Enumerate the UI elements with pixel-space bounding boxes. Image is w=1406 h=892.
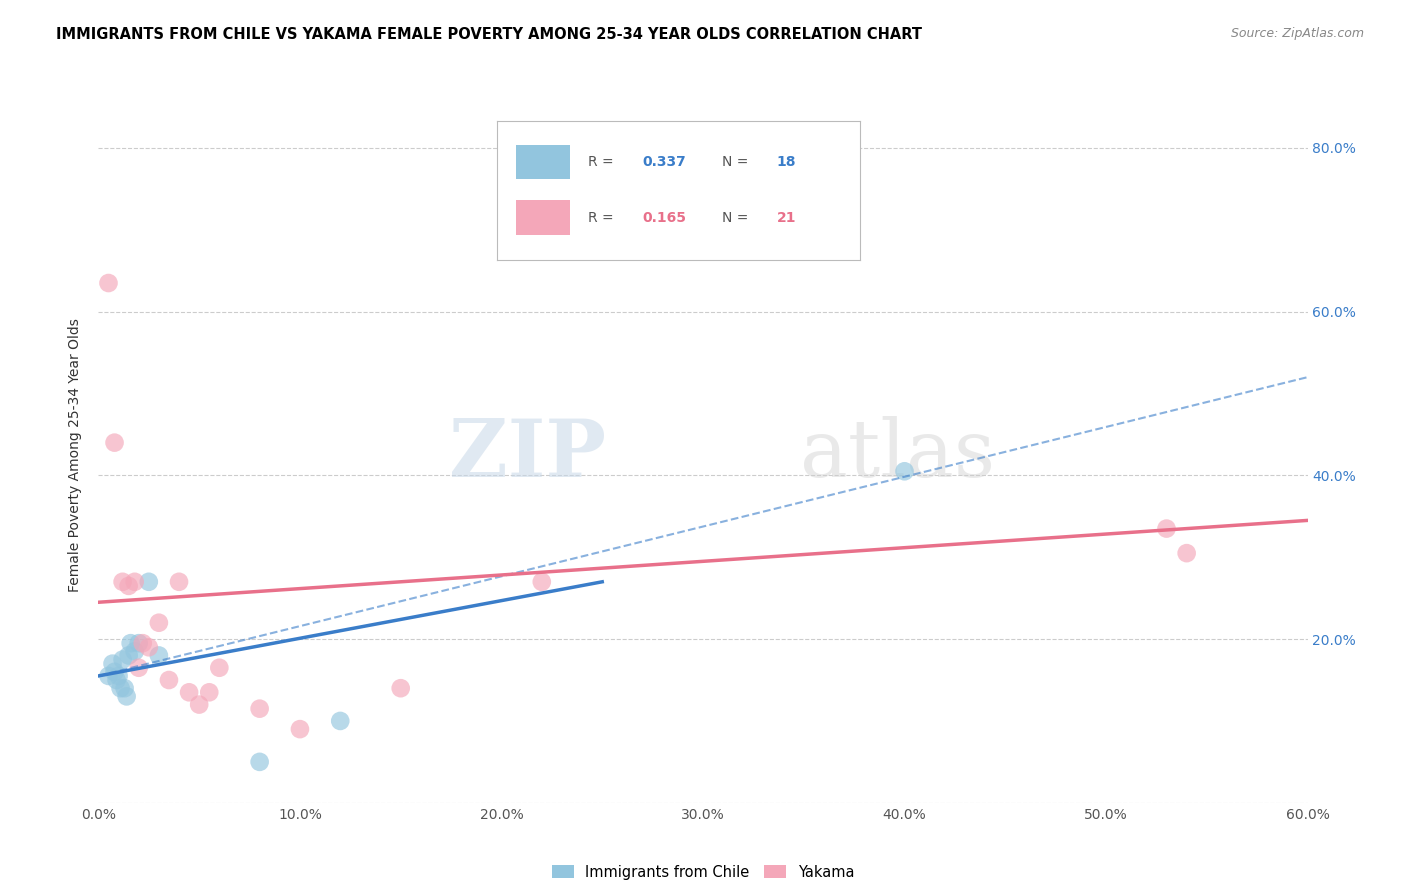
Point — [389, 681, 412, 696]
Point — [103, 435, 125, 450]
Point — [105, 673, 128, 687]
Point — [148, 648, 170, 663]
Point — [120, 636, 142, 650]
Point — [198, 685, 221, 699]
Y-axis label: Female Poverty Among 25-34 Year Olds: Female Poverty Among 25-34 Year Olds — [69, 318, 83, 592]
Point — [128, 636, 150, 650]
Point — [179, 685, 201, 699]
Point — [118, 579, 141, 593]
Point — [288, 722, 311, 736]
Point — [188, 698, 211, 712]
Point — [107, 669, 129, 683]
Point — [103, 665, 125, 679]
Point — [157, 673, 180, 687]
Point — [111, 652, 134, 666]
Text: IMMIGRANTS FROM CHILE VS YAKAMA FEMALE POVERTY AMONG 25-34 YEAR OLDS CORRELATION: IMMIGRANTS FROM CHILE VS YAKAMA FEMALE P… — [56, 27, 922, 42]
Point — [97, 669, 120, 683]
Point — [114, 681, 136, 696]
Text: atlas: atlas — [800, 416, 995, 494]
Text: ZIP: ZIP — [450, 416, 606, 494]
Point — [132, 636, 155, 650]
Legend: Immigrants from Chile, Yakama: Immigrants from Chile, Yakama — [546, 859, 860, 886]
Point — [148, 615, 170, 630]
Point — [530, 574, 553, 589]
Point — [249, 701, 271, 715]
Point — [124, 644, 146, 658]
Point — [1156, 522, 1178, 536]
Point — [111, 574, 134, 589]
Point — [138, 640, 160, 655]
Point — [118, 648, 141, 663]
Point — [101, 657, 124, 671]
Point — [893, 464, 915, 478]
Point — [128, 661, 150, 675]
Point — [1175, 546, 1198, 560]
Point — [138, 574, 160, 589]
Point — [329, 714, 352, 728]
Point — [249, 755, 271, 769]
Point — [110, 681, 132, 696]
Point — [208, 661, 231, 675]
Point — [124, 574, 146, 589]
Point — [115, 690, 138, 704]
Text: Source: ZipAtlas.com: Source: ZipAtlas.com — [1230, 27, 1364, 40]
Point — [97, 276, 120, 290]
Point — [167, 574, 190, 589]
